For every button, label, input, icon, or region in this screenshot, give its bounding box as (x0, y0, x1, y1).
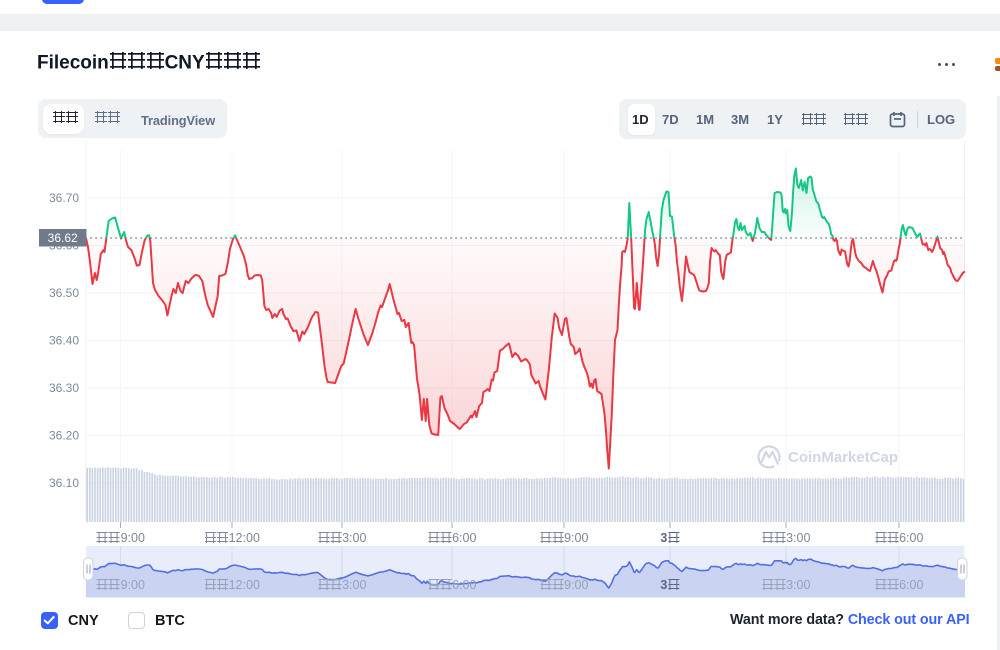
svg-text:36.70: 36.70 (49, 191, 79, 205)
svg-text:36.30: 36.30 (49, 381, 79, 395)
svg-text:36.10: 36.10 (49, 476, 79, 490)
svg-text:36.20: 36.20 (49, 429, 79, 443)
svg-text:CoinMarketCap: CoinMarketCap (788, 449, 898, 466)
svg-text:36.62: 36.62 (48, 231, 78, 245)
svg-text:36.50: 36.50 (49, 286, 79, 300)
svg-text:36.40: 36.40 (49, 334, 79, 348)
